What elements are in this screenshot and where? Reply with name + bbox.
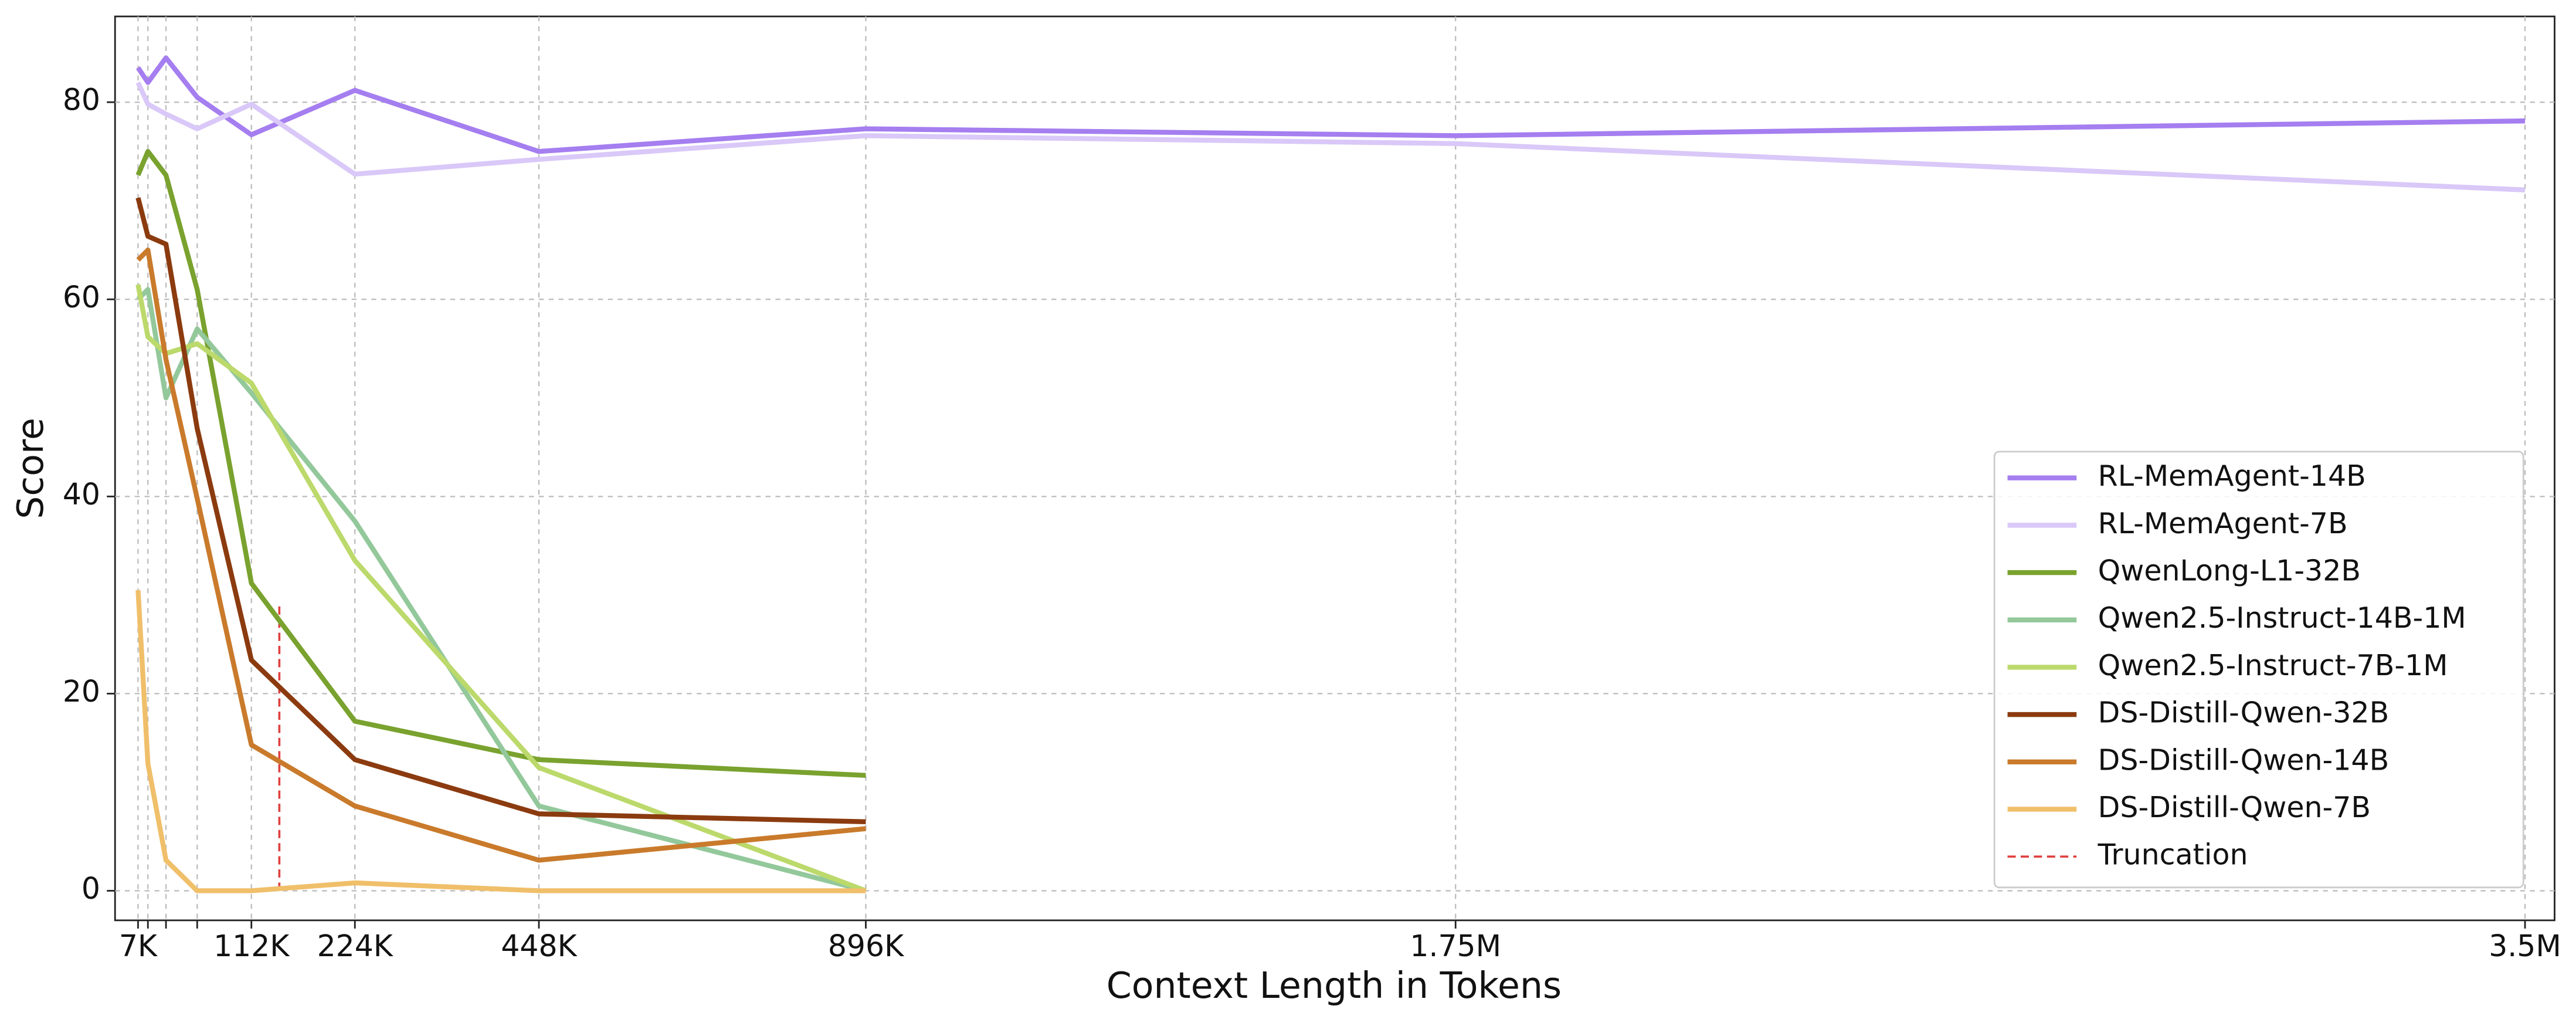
x-axis-label: Context Length in Tokens: [1107, 964, 1562, 1007]
y-axis-label: Score: [9, 418, 52, 519]
legend-label: Qwen2.5-Instruct-14B-1M: [2098, 601, 2466, 635]
legend-label: DS-Distill-Qwen-7B: [2098, 790, 2371, 824]
y-tick-label: 60: [63, 280, 100, 314]
x-tick-label: 7K: [119, 929, 158, 963]
legend-box: [1993, 451, 2524, 889]
series-line: [135, 590, 866, 893]
legend-label: DS-Distill-Qwen-32B: [2098, 696, 2390, 730]
x-tick-label: 1.75M: [1410, 929, 1501, 963]
series-line: [135, 81, 2526, 192]
x-tick-label: 3.5M: [2489, 929, 2561, 963]
series-line: [135, 149, 866, 778]
legend-label: DS-Distill-Qwen-14B: [2098, 743, 2390, 777]
y-tick-label: 80: [63, 83, 100, 117]
legend-label: RL-MemAgent-7B: [2098, 506, 2348, 540]
x-tick-label: 896K: [828, 929, 905, 963]
legend-label: RL-MemAgent-14B: [2098, 459, 2366, 493]
legend-label: QwenLong-L1-32B: [2098, 554, 2361, 588]
legend-label: Truncation: [2098, 838, 2248, 872]
y-tick-label: 20: [63, 674, 100, 709]
series-line: [135, 197, 866, 825]
y-tick-label: 40: [63, 477, 100, 512]
series-line: [136, 248, 866, 863]
series-line: [135, 284, 867, 893]
x-tick-label: 224K: [317, 929, 394, 963]
series-line: [135, 55, 2526, 154]
x-tick-label: 112K: [213, 929, 290, 963]
x-tick-label: 448K: [501, 929, 578, 963]
legend-label: Qwen2.5-Instruct-7B-1M: [2098, 648, 2448, 682]
y-tick-label: 0: [82, 871, 100, 906]
